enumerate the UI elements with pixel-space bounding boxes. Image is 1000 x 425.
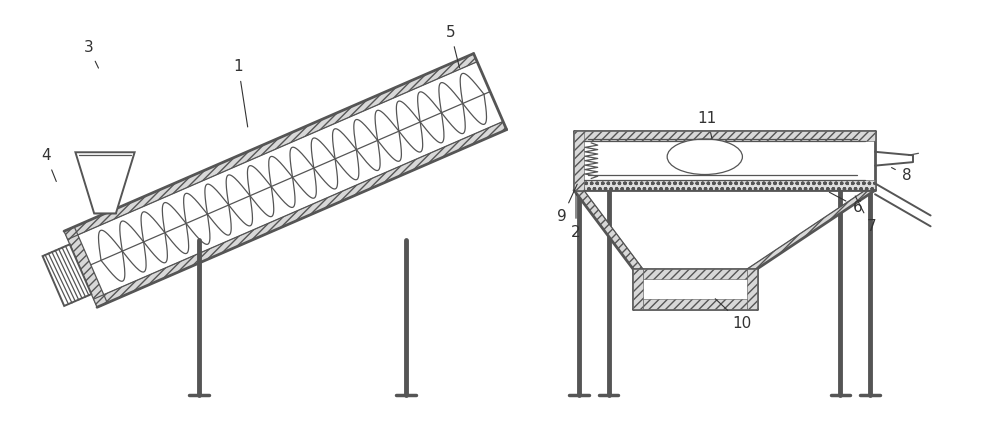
Polygon shape bbox=[643, 299, 747, 309]
Text: 11: 11 bbox=[698, 111, 717, 157]
Polygon shape bbox=[75, 152, 135, 213]
Polygon shape bbox=[64, 227, 107, 307]
Polygon shape bbox=[574, 131, 584, 190]
Polygon shape bbox=[643, 269, 747, 279]
Polygon shape bbox=[747, 190, 875, 269]
Text: 8: 8 bbox=[892, 167, 911, 183]
Polygon shape bbox=[584, 181, 875, 190]
Text: 1: 1 bbox=[234, 60, 248, 127]
Polygon shape bbox=[64, 54, 477, 239]
Polygon shape bbox=[574, 190, 643, 269]
Text: 7: 7 bbox=[855, 196, 876, 234]
Text: 3: 3 bbox=[84, 40, 98, 68]
Polygon shape bbox=[43, 244, 91, 306]
Polygon shape bbox=[94, 122, 507, 307]
Text: 9: 9 bbox=[557, 184, 577, 224]
Text: 2: 2 bbox=[571, 195, 581, 240]
Polygon shape bbox=[747, 269, 757, 309]
Polygon shape bbox=[633, 269, 643, 309]
Text: 4: 4 bbox=[41, 148, 56, 181]
Text: 5: 5 bbox=[446, 25, 460, 68]
Polygon shape bbox=[574, 131, 875, 141]
Text: 10: 10 bbox=[715, 299, 751, 331]
Text: 6: 6 bbox=[829, 192, 862, 215]
Ellipse shape bbox=[667, 139, 742, 175]
